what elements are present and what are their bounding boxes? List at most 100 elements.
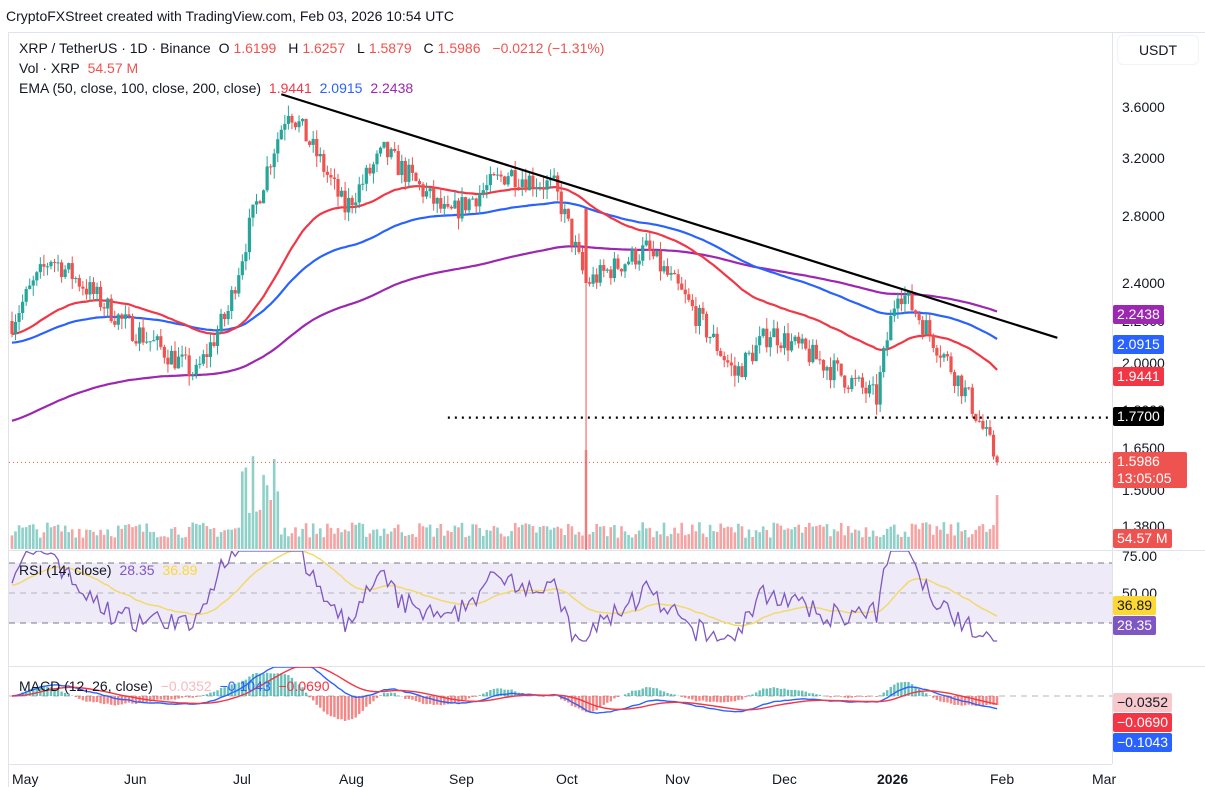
volume-bar <box>365 536 368 549</box>
macd-histogram-bar <box>829 696 832 698</box>
candle-body <box>658 250 663 272</box>
last-price-badge: 1.5986 13:05:05 <box>1113 452 1187 488</box>
macd-histogram-bar <box>861 696 864 697</box>
candle-body <box>400 160 404 176</box>
macd-histogram-bar <box>963 696 967 706</box>
candle-body <box>31 280 35 286</box>
volume-bar <box>216 536 219 549</box>
macd-pane-separator[interactable] <box>8 666 1205 667</box>
volume-bar <box>400 532 404 549</box>
volume-bar <box>988 529 992 549</box>
macd-histogram-bar <box>939 696 942 702</box>
candle-body <box>779 345 783 349</box>
candle-body <box>527 175 531 191</box>
macd-histogram-bar <box>81 696 85 701</box>
time-label: Dec <box>772 771 797 787</box>
volume-bar <box>804 527 807 549</box>
ema-legend[interactable]: EMA (50, close, 100, close, 200, close) … <box>19 80 414 96</box>
candle-body <box>449 206 453 209</box>
candle-body <box>279 129 283 140</box>
candle-body <box>556 175 560 192</box>
macd-line-value: −0.1043 <box>219 678 271 694</box>
candle-body <box>949 356 953 373</box>
candle-body <box>375 153 379 165</box>
volume-bar <box>591 532 595 549</box>
volume-bar <box>864 527 868 549</box>
volume-bar <box>910 523 914 549</box>
volume-legend[interactable]: Vol · XRP 54.57 M <box>19 60 139 76</box>
rsi-legend[interactable]: RSI (14, close) 28.35 36.89 <box>19 562 198 578</box>
rsi-ma-badge: 36.89 <box>1113 596 1157 615</box>
macd-histogram-bar <box>85 696 88 702</box>
macd-histogram-bar <box>737 696 740 701</box>
volume-bar <box>971 534 974 549</box>
candle-body <box>198 363 202 365</box>
volume-bar <box>74 537 78 549</box>
candle-body <box>24 288 28 302</box>
macd-histogram-bar <box>173 696 177 700</box>
symbol-name[interactable]: XRP / TetherUS · 1D · Binance <box>19 40 211 56</box>
candle-body <box>811 344 815 363</box>
candle-body <box>446 203 450 207</box>
candle-body <box>850 377 854 390</box>
macd-histogram-bar <box>102 696 106 705</box>
candle-body <box>750 352 755 362</box>
macd-histogram-bar <box>425 696 428 705</box>
volume-bar <box>396 524 400 549</box>
volume-bar <box>542 525 545 549</box>
candle-body <box>10 321 14 334</box>
candle-body <box>736 366 741 376</box>
macd-histogram-bar <box>379 695 382 696</box>
candle-body <box>793 336 797 342</box>
volume-bar <box>269 500 272 549</box>
macd-histogram-bar <box>474 696 478 697</box>
candle-body <box>899 298 904 305</box>
volume-bar <box>386 533 389 549</box>
macd-histogram-bar <box>166 696 170 701</box>
candle-body <box>325 171 329 175</box>
volume-bar <box>379 535 382 549</box>
volume-bar <box>680 522 683 549</box>
candle-body <box>722 356 726 361</box>
candle-body <box>506 176 510 185</box>
volume-bar <box>127 524 131 549</box>
candle-body <box>712 333 716 337</box>
candle-body <box>541 187 546 190</box>
volume-bar <box>421 526 425 549</box>
candle-body <box>478 193 482 207</box>
candle-body <box>726 360 730 363</box>
volume-bar <box>184 537 187 549</box>
candle-body <box>648 240 652 251</box>
candle-body <box>956 375 960 387</box>
macd-histogram-bar <box>212 691 216 696</box>
candle-body <box>772 328 776 338</box>
volume-bar <box>32 524 35 549</box>
volume-bar <box>443 535 446 549</box>
macd-histogram-bar <box>754 692 758 696</box>
macd-legend[interactable]: MACD (12, 26, close) −0.0352 −0.1043 −0.… <box>19 678 330 694</box>
macd-histogram-bar <box>163 696 166 700</box>
volume-bar <box>556 526 559 549</box>
rsi-pane-separator[interactable] <box>8 550 1205 551</box>
candle-body <box>442 203 446 209</box>
volume-bar <box>992 525 995 549</box>
macd-histogram-bar <box>60 691 63 696</box>
macd-histogram-bar <box>744 696 747 698</box>
volume-bar <box>81 537 85 549</box>
candle-body <box>106 298 110 309</box>
candle-body <box>573 241 578 246</box>
macd-histogram-bar <box>701 696 705 701</box>
macd-histogram-bar <box>850 696 854 698</box>
candle-body <box>800 338 804 344</box>
change-value: −0.0212 (−1.31%) <box>492 40 605 56</box>
volume-bar <box>63 525 67 549</box>
volume-bar <box>513 523 517 549</box>
candle-body <box>212 342 216 346</box>
candle-body <box>336 179 340 197</box>
currency-button[interactable]: USDT <box>1117 35 1199 65</box>
volume-bar <box>10 535 14 549</box>
volume-bar <box>896 534 900 549</box>
macd-histogram-bar <box>967 696 970 705</box>
volume-bar <box>322 537 326 549</box>
